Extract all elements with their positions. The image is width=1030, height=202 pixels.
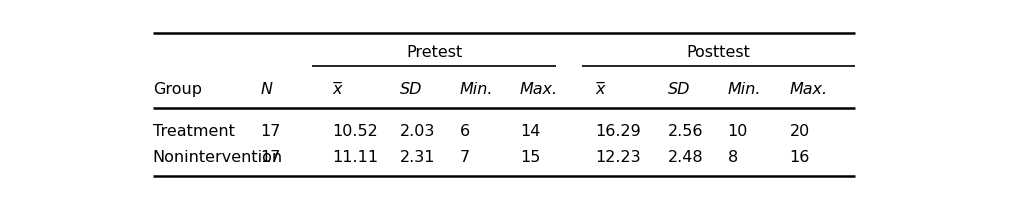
- Text: Max.: Max.: [790, 82, 828, 97]
- Text: Pretest: Pretest: [407, 45, 462, 60]
- Text: 20: 20: [790, 124, 810, 139]
- Text: 16.29: 16.29: [595, 124, 642, 139]
- Text: 6: 6: [460, 124, 470, 139]
- Text: 2.48: 2.48: [667, 150, 703, 165]
- Text: N: N: [261, 82, 273, 97]
- Text: 10.52: 10.52: [333, 124, 378, 139]
- Text: 8: 8: [727, 150, 737, 165]
- Text: Min.: Min.: [460, 82, 493, 97]
- Text: Group: Group: [152, 82, 202, 97]
- Text: Nonintervention: Nonintervention: [152, 150, 283, 165]
- Text: 12.23: 12.23: [595, 150, 642, 165]
- Text: Posttest: Posttest: [687, 45, 751, 60]
- Text: 2.56: 2.56: [667, 124, 703, 139]
- Text: 15: 15: [520, 150, 541, 165]
- Text: Treatment: Treatment: [152, 124, 235, 139]
- Text: SD: SD: [667, 82, 690, 97]
- Text: x̅: x̅: [595, 82, 606, 97]
- Text: 2.03: 2.03: [400, 124, 436, 139]
- Text: 11.11: 11.11: [333, 150, 378, 165]
- Text: 14: 14: [520, 124, 541, 139]
- Text: x̅: x̅: [333, 82, 342, 97]
- Text: 16: 16: [790, 150, 810, 165]
- Text: 7: 7: [460, 150, 470, 165]
- Text: SD: SD: [400, 82, 422, 97]
- Text: Min.: Min.: [727, 82, 761, 97]
- Text: 17: 17: [261, 150, 281, 165]
- Text: 17: 17: [261, 124, 281, 139]
- Text: 2.31: 2.31: [400, 150, 436, 165]
- Text: Max.: Max.: [520, 82, 558, 97]
- Text: 10: 10: [727, 124, 748, 139]
